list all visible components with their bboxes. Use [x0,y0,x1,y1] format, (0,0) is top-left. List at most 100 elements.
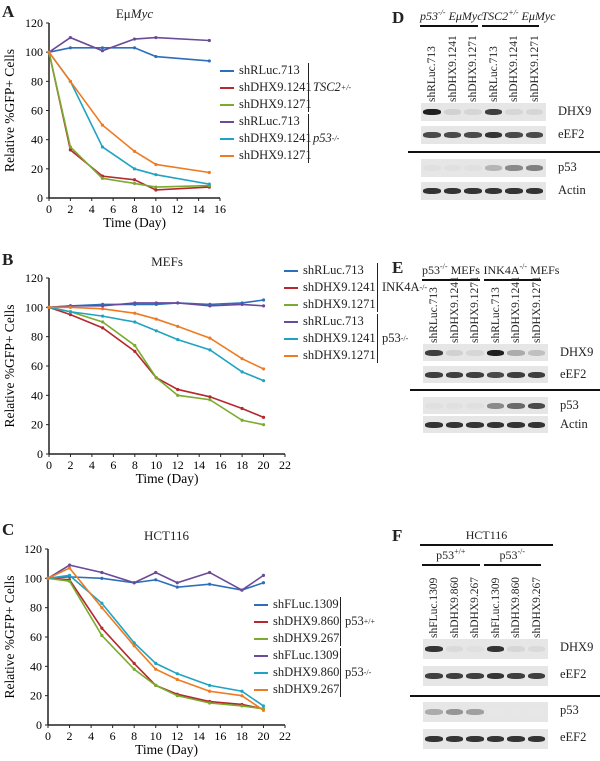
lane-label-text: shRLuc.713 [426,46,438,102]
data-point [176,387,180,392]
header-name: TSC2 [481,9,509,23]
data-point [100,606,104,610]
y-tick-label: 20 [30,689,42,703]
data-point [133,349,137,353]
legend-swatch [254,654,268,657]
group-superscript: -/- [419,283,428,292]
legend-swatch [220,120,234,123]
header-superscript: +/- [508,8,519,17]
band [423,132,441,138]
chart-title-part: Eμ [115,6,131,21]
row-label-text: DHX9 [560,640,594,654]
data-point [175,585,179,589]
data-point [133,311,137,315]
data-point [261,367,266,371]
lane-label: shRLuc.713 [488,30,500,102]
x-tick-label: 20 [257,729,269,743]
x-axis-label: Time (Day) [136,471,199,486]
band [486,421,504,428]
x-tick-label: 2 [67,729,73,743]
legend-label: shDHX9.860 [273,665,340,679]
legend-swatch [284,269,298,272]
band [527,709,545,715]
x-tick-label: 6 [110,202,116,216]
lane-label: shDHX9.267 [469,570,481,638]
band [443,165,461,171]
band [443,109,461,115]
data-point [133,301,137,305]
legend-swatch [220,69,234,72]
header-genotype: -/- [517,547,525,556]
data-point [207,683,212,688]
legend-label: shFLuc.1309 [273,648,339,662]
y-tick-label: 20 [31,162,43,176]
band [445,421,463,428]
band [443,188,461,194]
header-superscript: -/- [517,547,526,556]
data-point [208,348,212,352]
row-label-text: p53 [558,160,577,174]
group-genotype: -/- [420,283,428,292]
x-tick-label: 20 [258,458,270,472]
group-superscript: -/- [331,134,340,143]
data-point [100,176,105,180]
group-label: p53 [345,614,364,628]
blot-group-header: p53-/- [483,547,541,566]
data-point [100,49,105,53]
y-axis-label: Relative %GFP+ Cells [2,304,17,427]
band [527,402,545,409]
data-point [261,423,266,427]
blot-row-label: eEF2 [560,367,586,382]
band [486,673,504,679]
x-tick-label: 6 [110,729,116,743]
data-point [101,314,105,318]
band [425,736,443,742]
data-point [68,46,72,50]
data-point [100,601,104,605]
legend-label: shDHX9.1241 [303,280,376,294]
legend-item: shDHX9.1241 [220,79,312,96]
legend-group-bracket: p53 -/- [377,314,408,363]
row-label-text: DHX9 [560,345,594,359]
lane-label-text: shDHX9.1241 [446,35,459,102]
lane-label-text: shFLuc.1309 [489,577,502,638]
data-point [154,376,158,380]
data-point [154,570,158,575]
legend-swatch [254,620,268,623]
lane-label: shDHX9.1271 [531,276,543,343]
group-genotype: -/- [401,334,409,343]
data-point [154,173,158,177]
band [486,371,504,378]
row-label-text: eEF2 [560,667,587,681]
data-point [132,661,136,666]
y-tick-label: 60 [31,359,43,373]
header-superscript: -/- [438,8,446,17]
lane-label-text: shDHX9.1241 [510,276,522,343]
legend-swatch [284,337,298,340]
x-tick-label: 4 [89,458,95,472]
y-tick-label: 80 [31,74,43,88]
panel-label-d: D [392,8,405,27]
group-genotype: -/- [332,134,340,143]
data-point [47,305,51,309]
legend-item: shDHX9.1271 [284,296,376,313]
data-point [67,566,72,570]
header-superscript: -/- [519,262,528,271]
legend-swatch [220,154,234,157]
x-tick-label: 0 [45,729,51,743]
data-point [68,148,72,152]
data-point [100,123,105,127]
data-point [240,406,244,411]
band [486,402,504,409]
row-label-text: eEF2 [558,127,585,141]
data-point [261,379,266,383]
lane-label-text: shRLuc.713 [428,287,440,343]
data-point [67,579,72,583]
data-point [240,418,244,422]
group-genotype: +/+ [364,617,375,626]
header-superscript: -/- [440,262,448,271]
band [507,709,525,715]
band [527,646,545,652]
y-tick-label: 120 [25,16,43,30]
header-name: p53 [420,9,438,23]
